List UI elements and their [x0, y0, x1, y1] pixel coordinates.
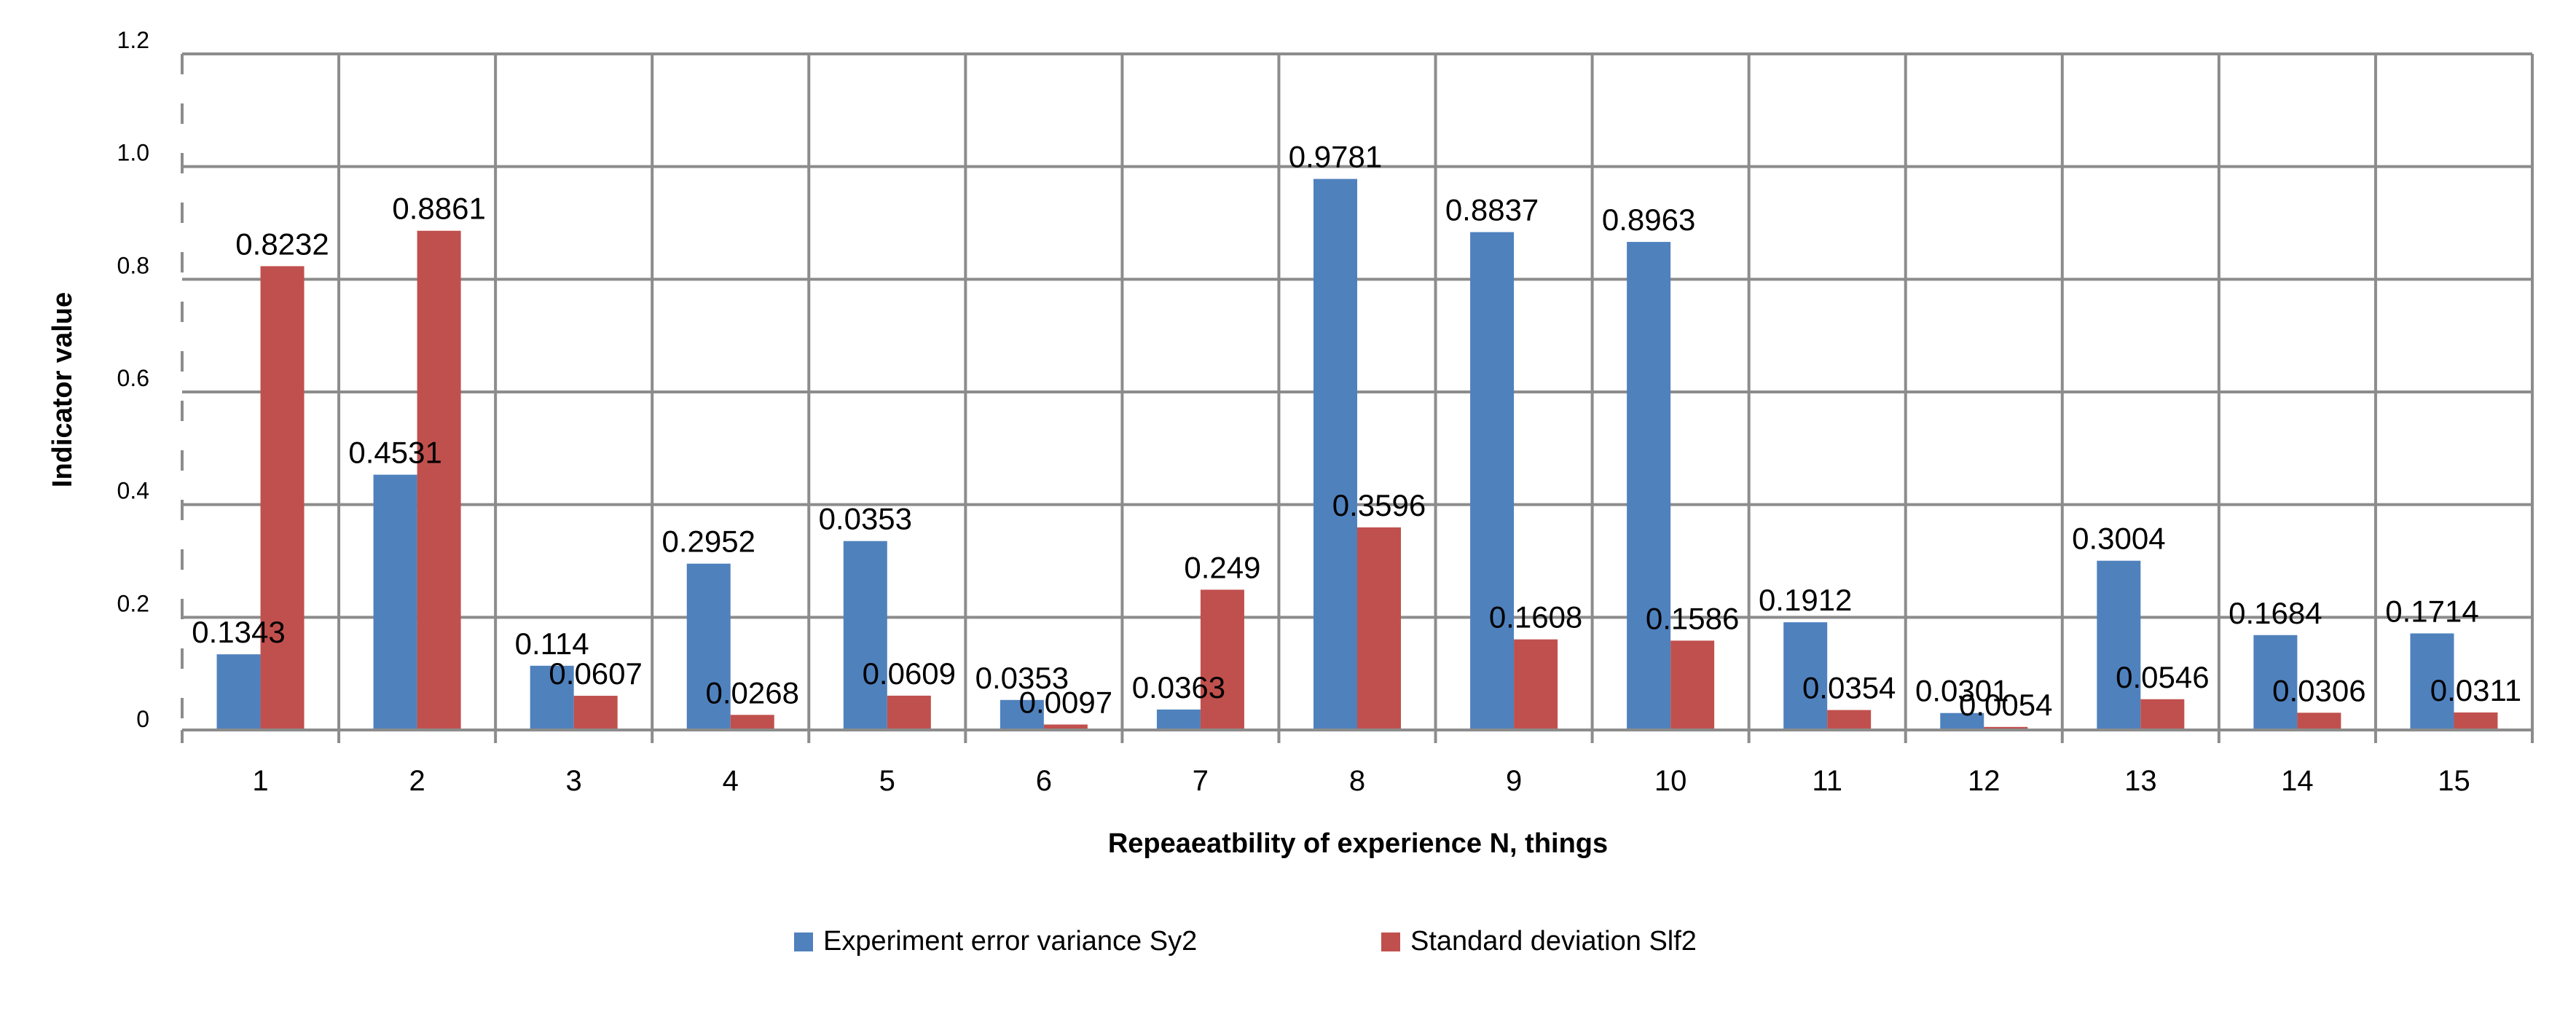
x-tick-label: 6: [1036, 765, 1052, 797]
bar-sy2: [530, 665, 574, 730]
data-label: 0.8963: [1602, 203, 1695, 237]
legend-swatch-slf2: [1381, 933, 1400, 951]
axes: 00.20.40.60.81.01.21 2 3 4 5 6 7 8 9 10 11 12 13 14 15: [117, 27, 2534, 797]
data-label: 0.3596: [1332, 488, 1426, 522]
x-tick-label: 3: [566, 765, 582, 797]
legend-label-sy2: Experiment error variance Sy2: [823, 926, 1197, 957]
bar-slf2: [1670, 640, 1715, 730]
bar-sy2: [216, 654, 261, 730]
data-label: 0.3004: [2072, 522, 2165, 556]
x-tick-label: 4: [723, 765, 739, 797]
data-labels: 0.1343 0.4531 0.114 0.2952 0.0353 0.0353 0.036…: [192, 140, 2521, 722]
x-tick-label: 13: [2124, 765, 2157, 797]
y-tick-label: 1.2: [117, 27, 149, 53]
legend-label-slf2: Standard deviation Slf2: [1410, 926, 1697, 957]
data-label: 0.249: [1184, 550, 1260, 584]
bar-sy2: [373, 474, 417, 730]
grid: [182, 52, 2534, 730]
bar-slf2: [417, 230, 461, 730]
data-label: 0.0306: [2272, 673, 2365, 707]
data-label: 0.1714: [2385, 594, 2478, 628]
bar-slf2: [1514, 639, 1558, 730]
bar-slf2: [2454, 712, 2498, 730]
legend-swatch-sy2: [794, 933, 813, 951]
bar-slf2: [2140, 699, 2185, 730]
bar-slf2: [2297, 712, 2341, 730]
bar-sy2: [1313, 178, 1357, 730]
x-tick-label: 12: [1968, 765, 2000, 797]
data-label: 0.0268: [705, 675, 798, 710]
bar-slf2: [260, 266, 305, 731]
data-label: 0.9781: [1289, 140, 1382, 174]
bar-slf2: [573, 696, 618, 730]
y-tick-label: 0: [136, 706, 149, 732]
bar-slf2: [887, 695, 931, 730]
data-label: 0.0546: [2116, 660, 2209, 694]
x-tick-label: 9: [1506, 765, 1522, 797]
bar-sy2: [1783, 622, 1828, 730]
data-label: 0.114: [515, 627, 589, 661]
bar-slf2: [1984, 726, 2028, 730]
data-label: 0.1912: [1759, 583, 1852, 617]
data-label: 0.0054: [1959, 688, 2052, 722]
data-label: 0.0609: [863, 656, 956, 691]
data-label: 0.4531: [348, 436, 441, 470]
bar-sy2: [1627, 242, 1671, 730]
y-tick-label: 0.2: [117, 590, 149, 616]
x-tick-label: 15: [2438, 765, 2470, 797]
data-label: 0.0353: [819, 502, 912, 536]
x-tick-label: 10: [1654, 765, 1687, 797]
y-tick-label: 0.4: [117, 478, 149, 504]
y-tick-label: 0.6: [117, 365, 149, 391]
x-tick-label: 8: [1349, 765, 1365, 797]
y-tick-label: 0.8: [117, 252, 149, 278]
y-axis-title: Indicator value: [47, 292, 78, 487]
bar-slf2: [1827, 710, 1872, 730]
legend: Experiment error variance Sy2 Standard d…: [794, 926, 1697, 957]
bar-sy2: [686, 563, 731, 730]
data-label: 0.0354: [1802, 671, 1896, 705]
bar-slf2: [1200, 589, 1244, 730]
data-label: 0.0363: [1132, 670, 1225, 704]
bar-sy2: [1000, 699, 1044, 730]
x-tick-label: 1: [252, 765, 268, 797]
x-tick-label: 5: [879, 765, 895, 797]
data-label: 0.1608: [1489, 600, 1582, 635]
data-label: 0.0301: [1915, 674, 2008, 708]
bar-sy2: [2410, 633, 2454, 730]
bars: [216, 178, 2498, 731]
bar-sy2: [1940, 712, 1984, 730]
data-label: 0.8861: [392, 192, 485, 226]
x-tick-label: 11: [1812, 765, 1842, 797]
x-tick-label: 14: [2281, 765, 2314, 797]
data-label: 0.0311: [2430, 673, 2521, 707]
data-label: 0.8837: [1445, 193, 1539, 227]
data-label: 0.0097: [1019, 685, 1112, 719]
bar-sy2: [2097, 560, 2141, 730]
x-tick-label: 7: [1193, 765, 1209, 797]
x-axis-title: Repeaeatbility of experience N, things: [1108, 828, 1608, 859]
bar-sy2: [843, 541, 887, 730]
bar-sy2: [1470, 232, 1515, 730]
x-tick-label: 2: [409, 765, 425, 797]
data-label: 0.0353: [975, 661, 1069, 695]
data-label: 0.1586: [1646, 601, 1739, 635]
bar-sy2: [2253, 635, 2298, 730]
bar-sy2: [1156, 709, 1201, 730]
bar-slf2: [1357, 527, 1401, 730]
bar-slf2: [730, 715, 774, 730]
bar-slf2: [1043, 724, 1088, 730]
data-label: 0.1343: [192, 615, 285, 649]
y-tick-label: 1.0: [117, 140, 149, 166]
data-label: 0.8232: [235, 227, 329, 261]
data-label: 0.0607: [549, 656, 642, 691]
data-label: 0.1684: [2229, 596, 2322, 630]
data-label: 0.2952: [661, 525, 755, 559]
